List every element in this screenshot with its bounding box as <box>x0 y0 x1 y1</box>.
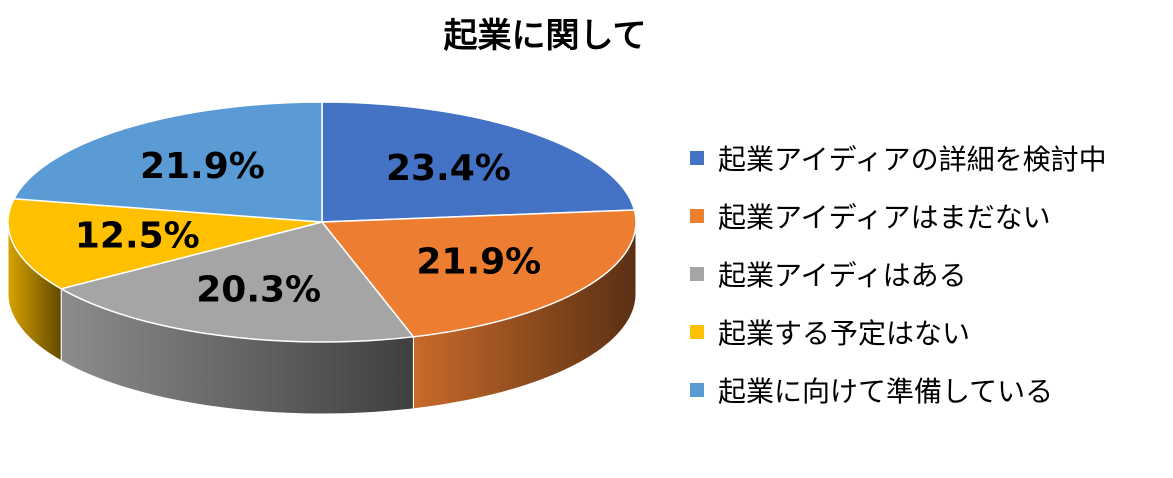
legend-label: 起業する予定はない <box>718 317 971 350</box>
legend-item: 起業アイディアの詳細を検討中 <box>690 132 1107 184</box>
legend-item: 起業アイディアはまだない <box>690 190 1107 242</box>
pie-slice-1 <box>321 209 637 338</box>
chart-title: 起業に関して <box>443 16 647 56</box>
pie-slice-2 <box>60 221 415 343</box>
pie-slice-3 <box>7 198 323 290</box>
pie-chart: 23.4% 21.9% 20.3% 12.5% 21.9% <box>7 101 637 415</box>
legend-item: 起業する予定はない <box>690 306 1107 358</box>
legend-swatch <box>690 209 704 223</box>
legend-item: 起業アイディはある <box>690 248 1107 300</box>
data-label-0: 23.4% <box>386 148 511 189</box>
data-label-3: 12.5% <box>75 216 200 257</box>
legend-swatch <box>690 383 704 397</box>
legend-label: 起業に向けて準備している <box>718 375 1054 408</box>
data-label-1: 21.9% <box>416 241 541 282</box>
data-label-2: 20.3% <box>196 269 321 310</box>
pie-side-walls <box>7 221 637 415</box>
legend-label: 起業アイディはある <box>718 259 967 292</box>
legend-swatch <box>690 325 704 339</box>
pie-slice-0 <box>321 101 636 223</box>
pie-slices <box>7 101 637 343</box>
legend-item: 起業に向けて準備している <box>690 364 1107 416</box>
legend: 起業アイディアの詳細を検討中 起業アイディアはまだない 起業アイディはある 起業… <box>690 132 1107 422</box>
data-label-4: 21.9% <box>140 146 265 187</box>
data-labels: 23.4% 21.9% 20.3% 12.5% 21.9% <box>75 146 541 310</box>
legend-swatch <box>690 267 704 281</box>
legend-swatch <box>690 151 704 165</box>
legend-label: 起業アイディアはまだない <box>718 201 1051 234</box>
pie-slice-4 <box>13 101 323 223</box>
legend-label: 起業アイディアの詳細を検討中 <box>718 143 1107 176</box>
